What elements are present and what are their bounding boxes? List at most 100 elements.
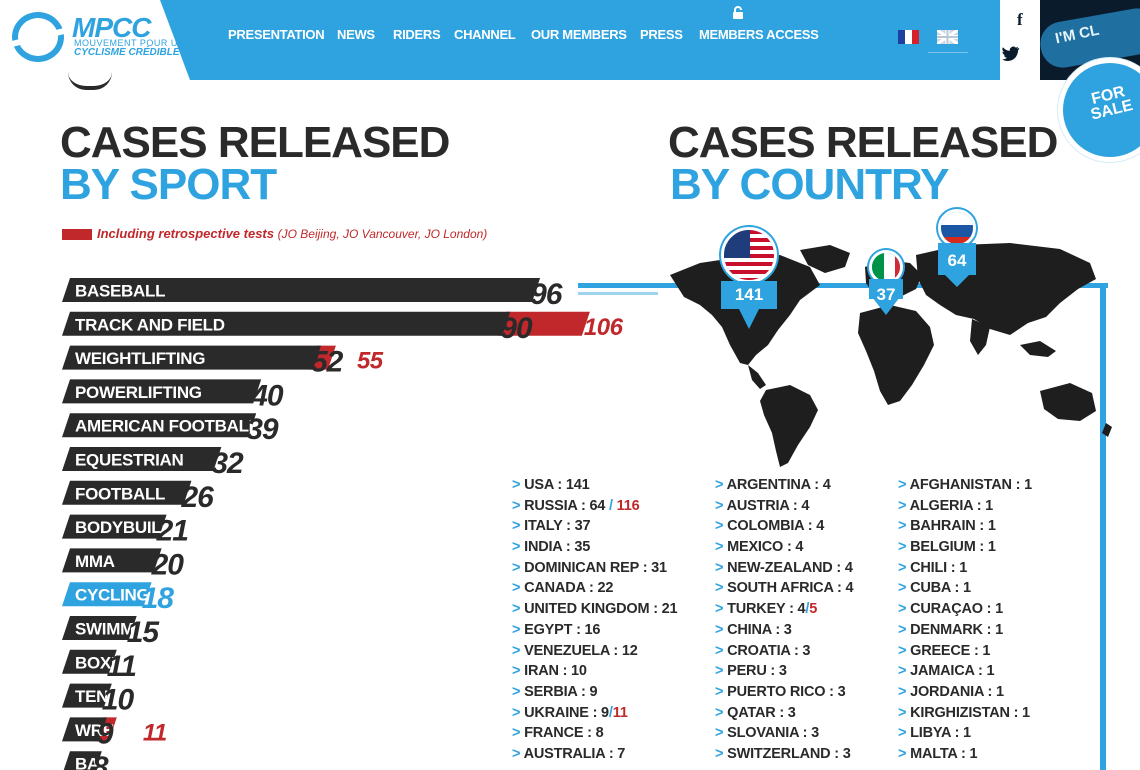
chevron-right-icon: > [715, 477, 727, 493]
social-links: f [1000, 0, 1040, 80]
bar-value: 96 [530, 278, 563, 311]
nav-riders[interactable]: RIDERS [393, 27, 441, 42]
country-row: > KIRGHIZISTAN : 1 [898, 705, 1032, 726]
bar [62, 480, 192, 505]
separator: / [805, 601, 810, 618]
chevron-right-icon: > [898, 704, 911, 721]
facebook-icon[interactable]: f [1017, 10, 1023, 29]
country-text: CHINA : 3 [727, 621, 792, 638]
country-row: > IRAN : 10 [512, 663, 677, 684]
country-row: > VENEZUELA : 12 [512, 643, 677, 664]
decorative-arc [68, 72, 112, 90]
logo-wheel-icon [12, 12, 64, 62]
bar-value: 15 [127, 616, 161, 649]
country-text: CUBA : 1 [910, 580, 971, 597]
bar-value: 8 [92, 751, 109, 770]
flag-fr-icon[interactable] [898, 30, 919, 44]
chevron-right-icon: > [715, 663, 728, 680]
connector-line-top [578, 283, 1108, 288]
country-row: > CURAÇAO : 1 [898, 601, 1032, 622]
for-sale-badge[interactable] [1058, 58, 1140, 162]
bar-value: 52 [311, 346, 344, 379]
country-row: > SERBIA : 9 [512, 684, 677, 705]
russia-flag-icon [941, 212, 973, 244]
chevron-right-icon: > [512, 580, 525, 597]
bar-label: AMERICAN FOOTBALL [75, 417, 259, 436]
country-text: SERBIA : 9 [524, 683, 598, 700]
country-text: PERU : 3 [727, 663, 787, 680]
country-row: > USA : 141 [512, 477, 677, 498]
twitter-icon[interactable] [1002, 46, 1020, 62]
nav-press[interactable]: PRESS [640, 27, 683, 42]
bar-label: POWERLIFTING [75, 383, 202, 402]
country-row: > GREECE : 1 [898, 643, 1032, 664]
country-text: KIRGHIZISTAN : 1 [910, 704, 1030, 721]
top-navigation-bar: MPCC MOUVEMENT POUR UN CYCLISME CRÉDIBLE… [0, 0, 1140, 80]
country-text: UNITED KINGDOM : 21 [524, 601, 678, 618]
chevron-right-icon: > [715, 642, 728, 659]
chevron-right-icon: > [898, 497, 910, 514]
bar [62, 582, 152, 607]
nav-news[interactable]: NEWS [337, 27, 375, 42]
italy-pin[interactable] [869, 250, 903, 284]
nav-members-access[interactable]: MEMBERS ACCESS [699, 27, 819, 42]
retrospective-legend-swatch [62, 229, 92, 240]
country-text: SWITZERLAND : 3 [727, 745, 851, 762]
chevron-right-icon: > [898, 601, 911, 618]
chevron-right-icon: > [715, 745, 728, 762]
bar-label: FOOTBALL [75, 484, 165, 503]
country-text: NEW-ZEALAND : 4 [727, 559, 853, 576]
chevron-right-icon: > [715, 580, 728, 597]
italy-pin-body [869, 279, 903, 299]
chevron-right-icon: > [898, 559, 911, 576]
country-text: USA : 141 [524, 477, 590, 493]
bar-value: 39 [246, 413, 279, 446]
nav-our-members[interactable]: OUR MEMBERS [531, 27, 627, 42]
country-text: EGYPT : 16 [524, 621, 601, 638]
chevron-right-icon: > [898, 642, 911, 659]
bar-label: BASEBALL [75, 282, 165, 301]
sport-title-line1: CASES RELEASED [60, 118, 450, 167]
country-row: > AUSTRALIA : 7 [512, 746, 677, 767]
country-text: AUSTRALIA : 7 [523, 745, 626, 762]
mpcc-logo[interactable]: MPCC MOUVEMENT POUR UN CYCLISME CRÉDIBLE [0, 0, 200, 80]
legend-text: Including retrospective tests [97, 226, 274, 241]
country-text: SLOVANIA : 3 [727, 725, 819, 742]
chevron-right-icon: > [898, 518, 911, 535]
chevron-right-icon: > [898, 539, 911, 556]
country-row: > DENMARK : 1 [898, 622, 1032, 643]
bar [62, 683, 112, 708]
bar [62, 548, 162, 573]
country-row: > AFGHANISTAN : 1 [898, 477, 1032, 498]
retrospective-count: 116 [616, 497, 640, 514]
logo-subtitle-1: MOUVEMENT POUR UN [74, 38, 185, 48]
language-underline [928, 52, 968, 53]
nav-channel[interactable]: CHANNEL [454, 27, 516, 42]
bar [62, 717, 107, 742]
country-row: > SOUTH AFRICA : 4 [715, 580, 854, 601]
nav-presentation[interactable]: PRESENTATION [228, 27, 325, 42]
chevron-right-icon: > [512, 559, 525, 576]
country-text: ARGENTINA : 4 [726, 477, 831, 493]
russia-pin[interactable] [938, 209, 976, 247]
country-text: AUSTRIA : 4 [726, 497, 810, 514]
sport-bar-chart: BASEBALL 96 TRACK AND FIELD 90 106 WEIGHTLIFT… [62, 278, 624, 770]
bar-value: 32 [211, 447, 244, 480]
usa-pin[interactable] [721, 227, 777, 283]
country-text: DOMINICAN REP : 31 [524, 559, 667, 576]
chevron-right-icon: > [512, 539, 525, 556]
chevron-right-icon: > [512, 497, 525, 514]
country-text: PUERTO RICO : 3 [727, 683, 846, 700]
bar [62, 413, 257, 438]
country-text: SOUTH AFRICA : 4 [727, 580, 854, 597]
world-map: 141 37 64 [660, 205, 1140, 475]
bar-label: TRACK AND FIELD [75, 315, 225, 334]
country-row: > ARGENTINA : 4 [715, 477, 853, 498]
bar [62, 447, 222, 471]
chevron-right-icon: > [715, 621, 728, 638]
retrospective-legend: Including retrospective tests (JO Beijin… [97, 226, 487, 241]
country-row: > INDIA : 35 [512, 539, 677, 560]
country-row: > QATAR : 3 [715, 705, 853, 726]
italy-pin-tail [872, 297, 900, 315]
flag-uk-icon[interactable] [937, 30, 958, 44]
